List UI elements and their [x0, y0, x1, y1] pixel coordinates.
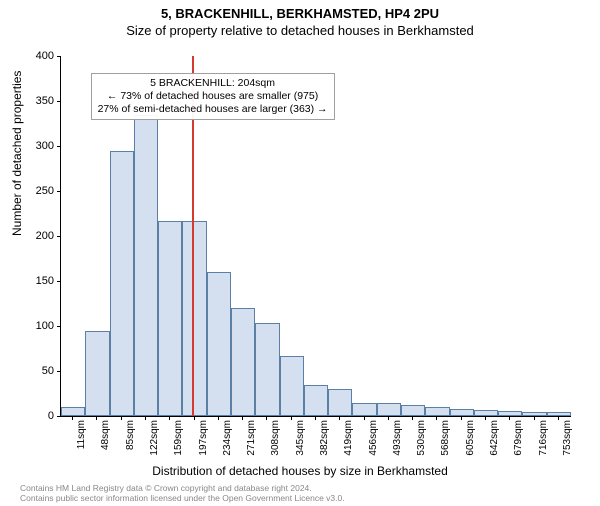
x-tick-label: 530sqm — [416, 420, 427, 456]
histogram-bar — [328, 389, 352, 416]
histogram-bar — [352, 403, 376, 417]
x-tick-mark — [194, 416, 195, 420]
histogram-bar — [377, 403, 401, 417]
annotation-line1: 5 BRACKENHILL: 204sqm — [98, 77, 328, 90]
y-tick-label: 50 — [24, 365, 54, 377]
x-tick-mark — [266, 416, 267, 420]
x-tick-mark — [242, 416, 243, 420]
y-tick-mark — [57, 326, 61, 327]
y-tick-label: 300 — [24, 140, 54, 152]
x-tick-mark — [96, 416, 97, 420]
histogram-bar — [280, 356, 304, 416]
histogram-bar — [522, 412, 546, 417]
y-tick-label: 200 — [24, 230, 54, 242]
histogram-bar — [450, 409, 474, 416]
x-tick-mark — [534, 416, 535, 420]
y-tick-label: 350 — [24, 95, 54, 107]
y-tick-label: 400 — [24, 50, 54, 62]
y-tick-mark — [57, 191, 61, 192]
x-tick-label: 345sqm — [295, 420, 306, 456]
x-tick-mark — [436, 416, 437, 420]
x-tick-label: 159sqm — [173, 420, 184, 456]
histogram-bar — [304, 385, 328, 417]
x-tick-label: 419sqm — [343, 420, 354, 456]
annotation-line3: 27% of semi-detached houses are larger (… — [98, 103, 328, 116]
histogram-bar — [158, 221, 182, 416]
x-tick-mark — [364, 416, 365, 420]
x-tick-mark — [485, 416, 486, 420]
footer-attribution: Contains HM Land Registry data © Crown c… — [20, 484, 345, 504]
x-tick-label: 271sqm — [246, 420, 257, 456]
x-tick-label: 382sqm — [319, 420, 330, 456]
footer-line2: Contains public sector information licen… — [20, 494, 345, 504]
x-tick-label: 716sqm — [538, 420, 549, 456]
histogram-bar — [425, 407, 449, 416]
x-tick-label: 456sqm — [368, 420, 379, 456]
x-tick-mark — [121, 416, 122, 420]
x-tick-mark — [339, 416, 340, 420]
histogram-bar — [231, 308, 255, 416]
y-tick-label: 100 — [24, 320, 54, 332]
y-tick-mark — [57, 281, 61, 282]
x-tick-mark — [218, 416, 219, 420]
x-tick-mark — [169, 416, 170, 420]
histogram-bar — [255, 323, 279, 416]
chart-title-sub: Size of property relative to detached ho… — [0, 23, 600, 38]
y-tick-label: 0 — [24, 410, 54, 422]
histogram-bar — [182, 221, 206, 416]
histogram-bar — [547, 412, 571, 416]
chart-title-main: 5, BRACKENHILL, BERKHAMSTED, HP4 2PU — [0, 6, 600, 21]
y-tick-mark — [57, 146, 61, 147]
x-tick-label: 679sqm — [513, 420, 524, 456]
y-tick-label: 250 — [24, 185, 54, 197]
histogram-bar — [401, 405, 425, 416]
x-tick-label: 642sqm — [489, 420, 500, 456]
x-tick-mark — [412, 416, 413, 420]
x-tick-label: 568sqm — [440, 420, 451, 456]
x-tick-mark — [558, 416, 559, 420]
x-tick-mark — [145, 416, 146, 420]
histogram-bar — [498, 411, 522, 416]
annotation-box: 5 BRACKENHILL: 204sqm ← 73% of detached … — [91, 73, 335, 120]
x-tick-label: 308sqm — [270, 420, 281, 456]
x-tick-label: 493sqm — [392, 420, 403, 456]
x-tick-mark — [291, 416, 292, 420]
y-tick-mark — [57, 236, 61, 237]
annotation-line2: ← 73% of detached houses are smaller (97… — [98, 90, 328, 103]
x-tick-mark — [461, 416, 462, 420]
x-tick-mark — [509, 416, 510, 420]
histogram-bar — [207, 272, 231, 416]
chart-area: 5 BRACKENHILL: 204sqm ← 73% of detached … — [60, 56, 570, 416]
histogram-bar — [134, 115, 158, 417]
x-axis-label: Distribution of detached houses by size … — [0, 464, 600, 478]
x-tick-label: 48sqm — [100, 420, 111, 450]
x-tick-label: 197sqm — [198, 420, 209, 456]
y-tick-label: 150 — [24, 275, 54, 287]
y-tick-mark — [57, 416, 61, 417]
histogram-bar — [61, 407, 85, 416]
x-tick-label: 605sqm — [465, 420, 476, 456]
y-tick-mark — [57, 371, 61, 372]
x-tick-label: 234sqm — [222, 420, 233, 456]
x-tick-label: 122sqm — [149, 420, 160, 456]
x-tick-mark — [388, 416, 389, 420]
x-tick-label: 753sqm — [562, 420, 573, 456]
x-tick-label: 85sqm — [125, 420, 136, 450]
histogram-bar — [110, 151, 134, 417]
y-tick-mark — [57, 101, 61, 102]
histogram-bar — [85, 331, 109, 417]
x-tick-mark — [315, 416, 316, 420]
x-tick-mark — [72, 416, 73, 420]
x-tick-label: 11sqm — [76, 420, 87, 449]
y-tick-mark — [57, 56, 61, 57]
y-axis-label: Number of detached properties — [10, 71, 24, 236]
